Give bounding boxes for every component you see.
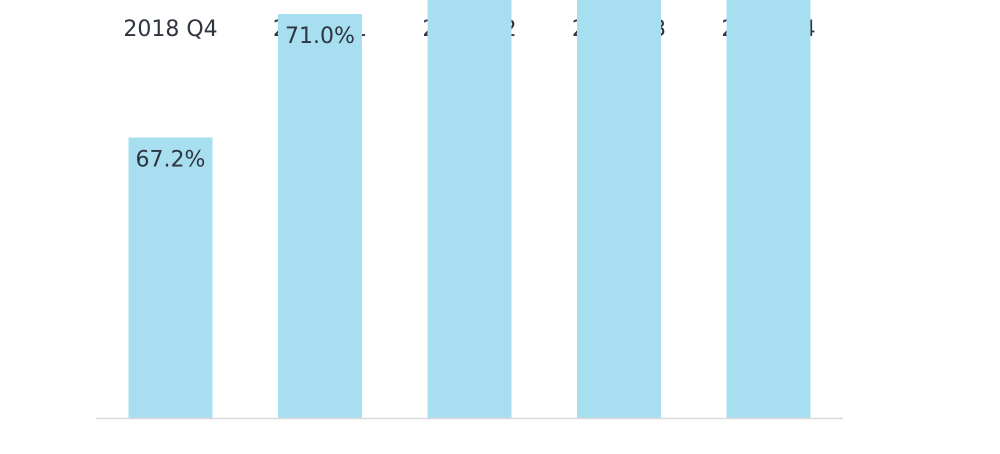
bar <box>427 0 512 418</box>
category-label: 2018 Q4 <box>123 17 217 42</box>
bar-value-label: 67.2% <box>136 148 206 173</box>
bar <box>726 0 811 418</box>
bar <box>577 0 661 418</box>
bar <box>128 137 213 418</box>
bars <box>128 0 811 418</box>
bar <box>278 14 362 418</box>
bar-value-label: 71.0% <box>285 24 355 49</box>
value-labels: 67.2%71.0%73.4%72.7%74.9% <box>136 24 355 173</box>
